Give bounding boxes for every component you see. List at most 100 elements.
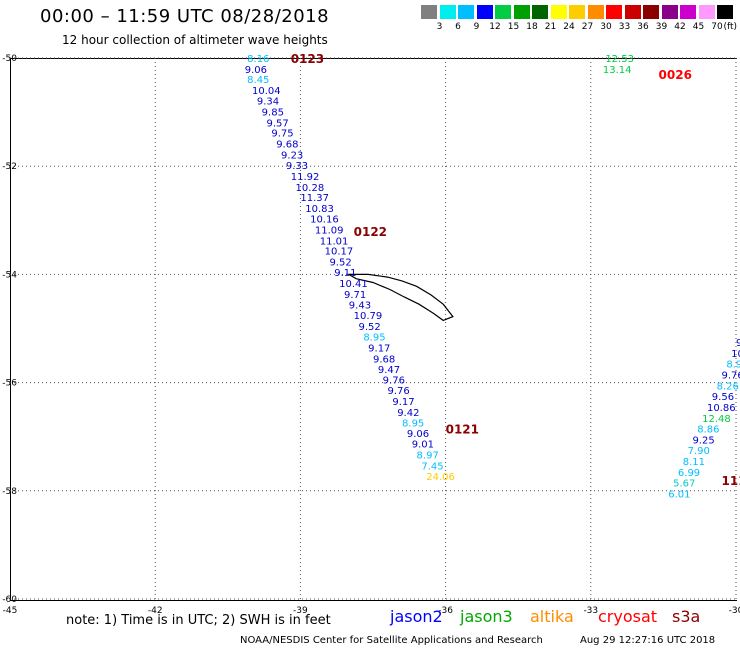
wave-height-value: 11.01: [320, 236, 349, 247]
map-frame: [10, 58, 737, 601]
wave-height-value: 8.90: [726, 360, 740, 371]
wave-height-value: 8.26: [717, 381, 739, 392]
wave-height-value: 9.76: [388, 386, 410, 397]
wave-height-value: 9.01: [412, 440, 434, 451]
mission-label-jason3: jason3: [460, 607, 513, 626]
wave-height-value: 9.71: [344, 290, 366, 301]
wave-height-value: 10.00: [731, 349, 740, 360]
y-tick-label: -58: [2, 487, 17, 497]
wave-height-value: 8.45: [247, 75, 269, 86]
wave-height-value: 10.41: [339, 279, 368, 290]
wave-height-value: 9.33: [286, 161, 308, 172]
legend-swatch: [698, 5, 715, 19]
wave-height-value: 8.97: [417, 451, 439, 462]
mission-label-altika: altika: [530, 607, 574, 626]
wave-height-value: 7.45: [421, 461, 443, 472]
wave-height-value: 9.06: [245, 65, 267, 76]
legend-tick-label: 33: [618, 22, 631, 32]
wave-height-value: 9.34: [257, 97, 279, 108]
legend-tick-label: 27: [581, 22, 594, 32]
legend-swatch: [550, 5, 567, 19]
legend-tick-label: 9: [473, 22, 480, 32]
island-outline: [346, 273, 454, 322]
legend-swatch: [532, 5, 548, 19]
track-label: 0026: [659, 68, 692, 82]
wave-height-value: 5.67: [673, 479, 695, 490]
wave-height-value: 8.86: [697, 425, 719, 436]
wave-height-value: 9.00: [736, 338, 740, 349]
wave-height-value: 8.95: [402, 419, 424, 430]
x-tick-label: -36: [438, 606, 453, 616]
legend-swatch: [606, 5, 622, 19]
legend-swatch: [421, 5, 437, 19]
wave-height-value: 7.90: [688, 446, 710, 457]
wave-height-value: 9.56: [712, 392, 734, 403]
wave-height-value: 9.68: [276, 139, 298, 150]
page-title: 00:00 – 11:59 UTC 08/28/2018: [40, 6, 330, 27]
track-label: 0122: [354, 225, 387, 239]
wave-height-value: 6.01: [668, 490, 690, 501]
legend-tick-label: 24: [563, 22, 575, 32]
wave-height-value: 11.92: [291, 172, 320, 183]
wave-height-value: 9.17: [392, 397, 414, 408]
legend-tick-label: 36: [637, 22, 649, 32]
legend-tick-label: 18: [526, 22, 538, 32]
legend-tick-label: 6: [455, 22, 461, 32]
wave-height-value: 9.76: [383, 375, 405, 386]
legend-swatch: [661, 5, 678, 19]
wave-height-value: 8.11: [683, 457, 705, 468]
legend-unit: (ft): [723, 22, 738, 32]
legend-swatch: [643, 5, 659, 19]
legend-swatch: [717, 5, 733, 19]
wave-height-value: 9.52: [329, 257, 351, 268]
y-tick-label: -60: [2, 595, 17, 605]
wave-height-value: 9.17: [368, 343, 390, 354]
wave-height-value: 13.14: [603, 65, 632, 76]
wave-height-value: 9.52: [358, 322, 380, 333]
page-subtitle: 12 hour collection of altimeter wave hei…: [62, 33, 328, 47]
x-tick-label: -30: [729, 606, 740, 616]
wave-height-value: 9.23: [281, 150, 303, 161]
color-legend: 3 6 9 12 15 18 21 24 27 30 33 36 39 42 45 70 (ft): [421, 4, 740, 38]
wave-height-value: 8.95: [363, 333, 385, 344]
wave-height-value: 10.86: [707, 403, 736, 414]
legend-swatch: [680, 5, 696, 19]
wave-height-value: 10.28: [296, 183, 325, 194]
credit-line: NOAA/NESDIS Center for Satellite Applica…: [240, 635, 543, 646]
wave-height-value: 10.16: [310, 215, 339, 226]
legend-tick-label: 70: [711, 22, 723, 32]
wave-height-value: 11.37: [300, 193, 329, 204]
footer-note: note: 1) Time is in UTC; 2) SWH is in fe…: [66, 613, 331, 628]
y-tick-label: -56: [2, 379, 17, 389]
wave-height-value: 10.83: [305, 204, 334, 215]
track-label: 0123: [291, 52, 324, 66]
wave-height-value: 9.85: [262, 108, 284, 119]
wave-height-value: 9.75: [271, 129, 293, 140]
mission-label-s3a: s3a: [672, 607, 701, 626]
wave-height-value: 24.06: [426, 472, 455, 483]
y-tick-label: -54: [2, 270, 17, 280]
wave-height-value: 9.57: [267, 118, 289, 129]
legend-swatch: [569, 5, 585, 19]
wave-height-value: 9.25: [692, 435, 714, 446]
wave-height-value: 8.16: [247, 54, 269, 65]
legend-tick-label: 45: [692, 22, 705, 32]
wave-height-value: 10.04: [252, 86, 281, 97]
x-tick-label: -45: [3, 606, 18, 616]
wave-height-value: 6.99: [678, 468, 700, 479]
mission-label-jason2: jason2: [390, 607, 443, 626]
wave-height-value: 10.17: [325, 247, 354, 258]
legend-swatch: [587, 5, 604, 19]
wave-height-value: 9.43: [349, 301, 371, 312]
legend-swatch: [513, 5, 530, 19]
mission-label-cryosat: cryosat: [598, 607, 658, 626]
generated-timestamp: Aug 29 12:27:16 UTC 2018: [580, 635, 716, 646]
legend-tick-label: 21: [544, 22, 557, 32]
legend-swatch: [495, 5, 511, 19]
y-tick-label: -52: [2, 162, 17, 172]
wave-height-value: 12.53: [605, 54, 634, 65]
wave-height-value: 9.06: [407, 429, 429, 440]
legend-tick-label: 30: [600, 22, 612, 32]
legend-swatch: [439, 5, 456, 19]
